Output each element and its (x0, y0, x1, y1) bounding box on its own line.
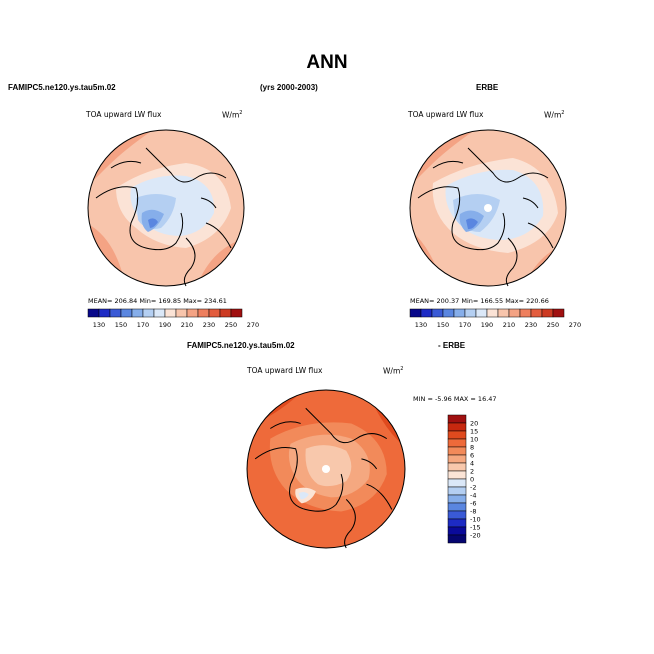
panel1-units-label: W/m2 (222, 110, 243, 120)
panel1-polar-map (87, 129, 245, 287)
diff-colorbar-swatch (447, 534, 467, 544)
panel1-colorbar-tick-label: 150 (115, 321, 127, 329)
panel1-colorbar-swatch (175, 308, 188, 318)
panel1-colorbar-swatch (153, 308, 166, 318)
diff-colorbar-swatch (447, 510, 467, 520)
panel2-colorbar-swatch (541, 308, 554, 318)
obs-name-label: ERBE (476, 83, 499, 92)
diff-colorbar-tick-label: -10 (470, 516, 481, 524)
panel2-colorbar-swatch (464, 308, 477, 318)
panel1-colorbar: 130 150 170 190 210 230 250 270 (87, 308, 259, 329)
panel1-stats-label: MEAN= 206.84 Min= 169.85 Max= 234.61 (88, 297, 227, 305)
diff-variable-label: TOA upward LW flux (247, 366, 323, 375)
panel1-colorbar-swatch (98, 308, 111, 318)
panel1-colorbar-tick-label: 170 (137, 321, 149, 329)
panel2-polar-map (409, 129, 567, 287)
diff-colorbar-swatch (447, 454, 467, 464)
diff-colorbar-swatch (447, 494, 467, 504)
diff-colorbar-swatch (447, 478, 467, 488)
panel2-variable-label: TOA upward LW flux (408, 110, 484, 119)
diff-colorbar-tick-label: 4 (470, 460, 474, 468)
diff-polar-map (246, 389, 406, 549)
diff-units-label: W/m2 (383, 366, 404, 376)
panel2-colorbar-swatch (475, 308, 488, 318)
diff-colorbar-tick-label: -15 (470, 524, 481, 532)
panel2-colorbar-tick-label: 170 (459, 321, 471, 329)
panel2-colorbar-swatch (497, 308, 510, 318)
diff-colorbar-swatch (447, 462, 467, 472)
panel2-colorbar-tick-label: 150 (437, 321, 449, 329)
diff-colorbar-tick-label: -8 (470, 508, 476, 516)
diff-obs-label: - ERBE (438, 341, 466, 350)
panel1-colorbar-swatch (131, 308, 144, 318)
panel1-colorbar-swatch (219, 308, 232, 318)
years-label: (yrs 2000-2003) (260, 83, 318, 92)
panel1-colorbar-swatch (208, 308, 221, 318)
panel1-colorbar-swatch (142, 308, 155, 318)
panel2-colorbar-swatch (486, 308, 499, 318)
panel2-colorbar-swatch (420, 308, 433, 318)
panel1-colorbar-swatch (197, 308, 210, 318)
panel2-colorbar-tick-label: 250 (547, 321, 559, 329)
panel1-colorbar-tick-label: 190 (159, 321, 171, 329)
panel2-colorbar-swatch (508, 308, 521, 318)
diff-case-label: FAMIPC5.ne120.ys.tau5m.02 (187, 341, 295, 350)
panel1-colorbar-swatch (87, 308, 100, 318)
diff-colorbar-tick-label: 0 (470, 476, 474, 484)
panel2-units-label: W/m2 (544, 110, 565, 120)
diff-minmax-label: MIN = -5.96 MAX = 16.47 (413, 395, 497, 403)
diff-colorbar-swatch (447, 486, 467, 496)
diff-colorbar-tick-label: 2 (470, 468, 474, 476)
panel2-stats-label: MEAN= 200.37 Min= 166.55 Max= 220.66 (410, 297, 549, 305)
case-name-label: FAMIPC5.ne120.ys.tau5m.02 (8, 83, 116, 92)
panel2-colorbar-swatch (431, 308, 444, 318)
diff-colorbar-swatch (447, 470, 467, 480)
panel1-colorbar-tick-label: 270 (247, 321, 259, 329)
diff-colorbar-swatch (447, 422, 467, 432)
panel2-colorbar-tick-label: 130 (415, 321, 427, 329)
panel2-colorbar-swatch (530, 308, 543, 318)
panel2-colorbar-tick-label: 230 (525, 321, 537, 329)
panel2-colorbar-swatch (442, 308, 455, 318)
panel2-colorbar-swatch (409, 308, 422, 318)
panel2-colorbar-swatch (519, 308, 532, 318)
diff-colorbar-tick-label: 20 (470, 420, 478, 428)
panel1-colorbar-tick-label: 210 (181, 321, 193, 329)
panel1-colorbar-swatch (164, 308, 177, 318)
diff-colorbar-tick-label: -6 (470, 500, 476, 508)
diff-colorbar-tick-label: 10 (470, 436, 478, 444)
diff-colorbar-tick-label: 8 (470, 444, 474, 452)
diff-colorbar-swatch (447, 446, 467, 456)
diff-colorbar-swatch (447, 430, 467, 440)
diff-colorbar-swatch (447, 438, 467, 448)
diff-colorbar-tick-label: -2 (470, 484, 476, 492)
panel1-colorbar-tick-label: 130 (93, 321, 105, 329)
panel1-colorbar-swatch (109, 308, 122, 318)
panel1-colorbar-tick-label: 250 (225, 321, 237, 329)
diff-colorbar-tick-label: -4 (470, 492, 476, 500)
panel1-colorbar-tick-label: 230 (203, 321, 215, 329)
diff-colorbar-swatch (447, 414, 467, 424)
panel2-colorbar-swatch (453, 308, 466, 318)
diff-colorbar-swatch (447, 502, 467, 512)
panel2-colorbar: 130 150 170 190 210 230 250 270 (409, 308, 581, 329)
panel1-colorbar-swatch (120, 308, 133, 318)
diff-colorbar-tick-label: 6 (470, 452, 474, 460)
panel1-colorbar-swatch (230, 308, 243, 318)
panel1-variable-label: TOA upward LW flux (86, 110, 162, 119)
panel2-colorbar-tick-label: 210 (503, 321, 515, 329)
plot-title: ANN (306, 52, 348, 73)
panel2-colorbar-tick-label: 270 (569, 321, 581, 329)
diff-colorbar-swatch (447, 518, 467, 528)
panel2-colorbar-swatch (552, 308, 565, 318)
diff-colorbar-tick-label: 15 (470, 428, 478, 436)
diff-colorbar-tick-label: -20 (470, 532, 481, 540)
diff-colorbar-swatch (447, 526, 467, 536)
panel2-colorbar-tick-label: 190 (481, 321, 493, 329)
panel1-colorbar-swatch (186, 308, 199, 318)
